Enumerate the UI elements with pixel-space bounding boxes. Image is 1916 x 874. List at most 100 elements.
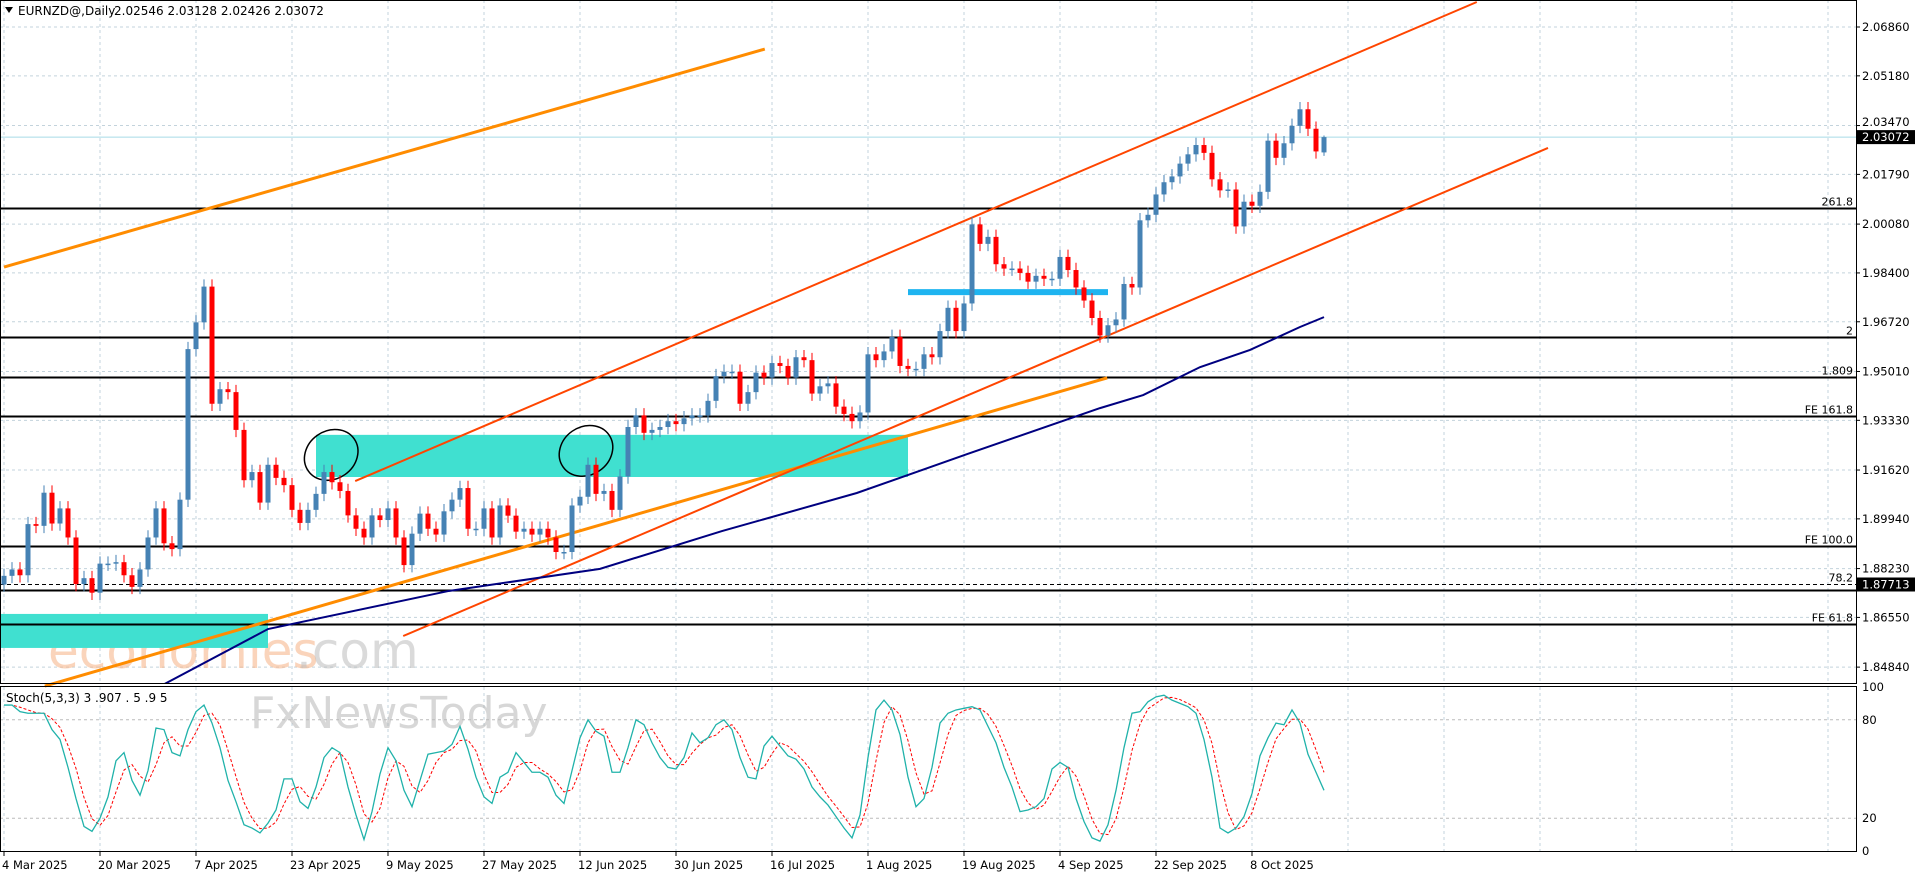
candle-body xyxy=(961,303,967,332)
candle xyxy=(545,521,551,545)
candle xyxy=(129,567,135,595)
candle-body xyxy=(721,371,727,377)
candle xyxy=(489,501,495,545)
candle xyxy=(153,501,159,545)
candle-body xyxy=(369,515,375,538)
candle-body xyxy=(1249,201,1255,206)
candle-body xyxy=(1065,256,1071,271)
candle-body xyxy=(193,322,199,350)
candle-body xyxy=(513,515,519,532)
candle xyxy=(209,279,215,412)
candle xyxy=(201,279,207,330)
candle xyxy=(1185,147,1191,171)
candle xyxy=(841,399,847,422)
time-axis-label: 30 Jun 2025 xyxy=(674,858,743,872)
candle-body xyxy=(1057,256,1063,279)
candle xyxy=(57,501,63,531)
candle xyxy=(193,315,199,357)
candle xyxy=(609,483,615,518)
candle-body xyxy=(497,505,503,538)
candle-body xyxy=(465,488,471,529)
time-axis-label: 8 Oct 2025 xyxy=(1250,858,1314,872)
candle xyxy=(137,562,143,595)
stoch-main-line xyxy=(4,694,1325,842)
candle xyxy=(849,406,855,429)
candle xyxy=(905,358,911,377)
candle-body xyxy=(1305,109,1311,129)
candle xyxy=(1193,137,1199,162)
candle-body xyxy=(1169,176,1175,183)
candle xyxy=(977,217,983,252)
candle xyxy=(473,521,479,537)
candle xyxy=(225,381,231,400)
candle xyxy=(33,516,39,534)
candle xyxy=(169,536,175,557)
watermark-com: .com xyxy=(296,622,419,680)
candle-body xyxy=(577,496,583,506)
candle xyxy=(1177,156,1183,184)
candle xyxy=(257,464,263,510)
chart-header: EURNZD@,Daily 2.02546 2.03128 2.02426 2.… xyxy=(5,4,324,18)
watermark-fxnewstoday: FxNewsToday xyxy=(250,688,548,739)
candle-body xyxy=(1201,145,1207,153)
candle xyxy=(377,508,383,528)
candle xyxy=(97,556,103,600)
candle-body xyxy=(521,528,527,532)
candle-body xyxy=(1129,283,1135,288)
candle xyxy=(825,376,831,394)
candle xyxy=(529,521,535,542)
time-axis-label: 4 Mar 2025 xyxy=(2,858,68,872)
stoch-panel-border xyxy=(0,686,1857,852)
candle xyxy=(17,562,23,583)
candle xyxy=(601,483,607,502)
candle xyxy=(273,457,279,486)
candle xyxy=(185,341,191,507)
candle xyxy=(401,530,407,573)
candle-body xyxy=(1113,319,1119,326)
candle-body xyxy=(697,415,703,417)
channel-line xyxy=(402,147,1549,637)
candle-body xyxy=(409,533,415,566)
candle xyxy=(1081,280,1087,308)
candle xyxy=(265,457,271,510)
candle-body xyxy=(65,508,71,538)
candle-body xyxy=(425,513,431,529)
candle xyxy=(313,486,319,518)
candle xyxy=(337,474,343,499)
candle-body xyxy=(1265,140,1271,192)
candle-body xyxy=(313,493,319,510)
candle-body xyxy=(1281,143,1287,158)
candle-body xyxy=(1177,163,1183,177)
candle-body xyxy=(1009,268,1015,271)
price-axis-label: 1.84840 xyxy=(1862,660,1910,674)
price-axis-label: 1.91620 xyxy=(1862,463,1910,477)
candle-body xyxy=(793,357,799,378)
candle xyxy=(305,502,311,531)
triangle-down-icon[interactable] xyxy=(5,7,13,13)
candle xyxy=(697,408,703,423)
candle xyxy=(937,323,943,365)
candle xyxy=(945,300,951,339)
candle-body xyxy=(849,413,855,422)
candle xyxy=(617,469,623,518)
candle-body xyxy=(97,563,103,593)
candle-body xyxy=(705,400,711,416)
price-axis-label: 2.01790 xyxy=(1862,167,1910,181)
candle-body xyxy=(401,537,407,566)
candle xyxy=(1161,174,1167,202)
candle xyxy=(865,347,871,420)
candle-body xyxy=(593,464,599,494)
candle-body xyxy=(1049,278,1055,281)
candle-body xyxy=(857,412,863,422)
candle-body xyxy=(1209,152,1215,180)
candle xyxy=(665,413,671,435)
candle-body xyxy=(297,509,303,523)
candle xyxy=(161,501,167,551)
candle xyxy=(65,501,71,545)
candle xyxy=(361,521,367,545)
candle xyxy=(177,492,183,557)
candle xyxy=(857,405,863,429)
candle xyxy=(793,349,799,385)
candle-body xyxy=(57,508,63,524)
